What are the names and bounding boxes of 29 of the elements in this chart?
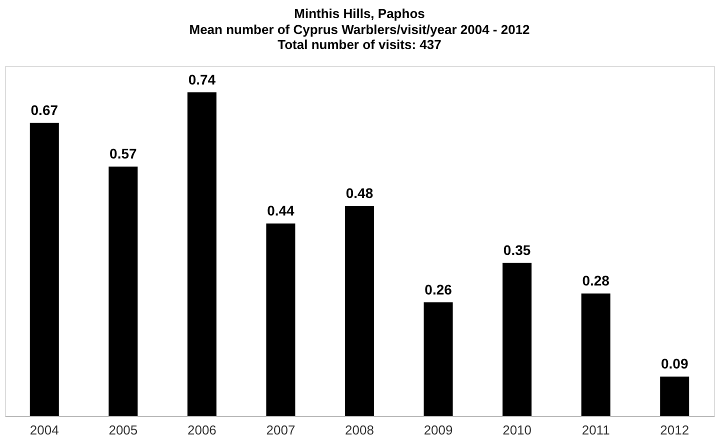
x-tick-label: 2009 [424,422,453,438]
data-label: 0.48 [346,185,374,201]
x-tick-label: 2010 [502,422,532,438]
x-tick-label: 2007 [266,422,296,438]
bar [660,376,690,416]
bar [187,92,216,416]
data-label: 0.67 [30,102,58,118]
x-tick-label: 2008 [345,422,374,438]
data-label: 0.35 [503,242,531,258]
bar [108,166,138,416]
bar [345,206,374,416]
data-label: 0.57 [110,146,138,162]
data-label: 0.28 [582,272,610,288]
data-label: 0.44 [267,202,295,218]
bar [502,262,532,416]
chart-title: Minthis Hills, Paphos [294,6,425,21]
x-tick-label: 2011 [582,422,610,438]
x-tick-label: 2006 [187,422,216,438]
data-label: 0.26 [424,281,452,298]
data-label: 0.09 [660,356,688,372]
bar [424,302,453,416]
bar [266,224,296,416]
bar [581,294,610,416]
x-tick-label: 2005 [108,422,138,438]
bar [30,122,59,416]
chart-subtitle: Mean number of Cyprus Warblers/visit/year 2004 - 2012 Total number of visits: 437 [189,22,530,52]
x-tick-label: 2004 [30,422,59,438]
x-tick-label: 2012 [660,422,690,438]
data-label: 0.74 [188,71,216,88]
